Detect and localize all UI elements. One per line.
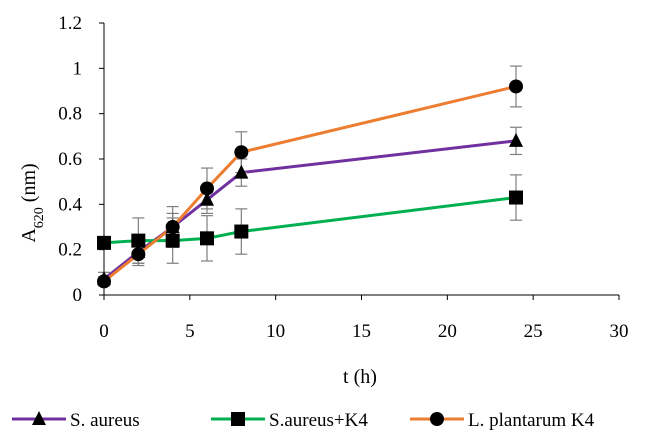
data-point-square-marker	[165, 233, 180, 248]
series-2-markers	[97, 190, 523, 250]
y-axis-title-sub: 620	[32, 207, 47, 228]
data-point-circle-marker	[234, 145, 249, 160]
data-point-triangle-marker	[509, 132, 523, 147]
x-tick-label: 15	[352, 321, 371, 342]
y-tick-label: 0.6	[58, 149, 82, 170]
legend-circle-marker	[430, 412, 444, 426]
data-point-triangle-marker	[200, 191, 214, 206]
data-point-circle-marker	[165, 220, 180, 234]
y-axis-title-main: A	[18, 228, 40, 243]
series-3	[98, 65, 522, 287]
series-line	[103, 85, 517, 283]
y-axis-title: A620 (nm)	[18, 163, 47, 242]
axes-group	[99, 22, 620, 300]
data-point-square-marker	[509, 190, 523, 205]
x-tick-label: 20	[438, 321, 457, 342]
legend-square-marker	[231, 412, 245, 426]
data-point-circle-marker	[131, 247, 146, 262]
legend-item: L. plantarum K4	[410, 410, 595, 431]
legend-item: S.aureus+K4	[211, 410, 368, 431]
series-group	[97, 65, 523, 289]
data-point-circle-marker	[97, 274, 111, 289]
series-1-markers	[97, 132, 523, 286]
y-tick-label: 1	[73, 58, 83, 79]
legend-label: S.aureus+K4	[269, 410, 368, 431]
data-point-triangle-marker	[234, 164, 249, 179]
y-axis-title-unit: (nm)	[18, 163, 40, 207]
y-tick-label: 0.4	[58, 194, 82, 215]
tick-labels-group: 0 0.2 0.4 0.6 0.8 1 1.2 0 5 10 15 20 25 30	[58, 13, 628, 342]
legend-item: S. aureus	[12, 410, 140, 431]
y-tick-label: 1.2	[58, 13, 82, 34]
y-tick-label: 0	[73, 285, 83, 306]
x-tick-label: 0	[99, 321, 109, 342]
x-tick-label: 25	[524, 321, 543, 342]
data-point-circle-marker	[200, 181, 214, 196]
data-point-square-marker	[200, 231, 214, 246]
x-tick-label: 5	[185, 321, 195, 342]
data-point-square-marker	[234, 224, 249, 239]
y-tick-label: 0.8	[58, 104, 82, 125]
x-axis-title: t (h)	[343, 366, 377, 388]
data-point-circle-marker	[509, 79, 523, 94]
legend-label: S. aureus	[70, 410, 140, 431]
legend: S. aureus S.aureus+K4 L. plantarum K4	[12, 410, 595, 431]
legend-label: L. plantarum K4	[468, 410, 595, 431]
series-2	[103, 174, 522, 264]
x-tick-label: 10	[266, 321, 285, 342]
data-point-square-marker	[97, 235, 111, 250]
series-1	[98, 126, 522, 287]
x-tick-label: 30	[610, 321, 629, 342]
series-3-markers	[97, 79, 523, 289]
series-line	[103, 139, 517, 281]
legend-triangle-marker	[32, 411, 46, 425]
data-point-square-marker	[131, 233, 146, 248]
y-tick-label: 0.2	[58, 240, 82, 261]
